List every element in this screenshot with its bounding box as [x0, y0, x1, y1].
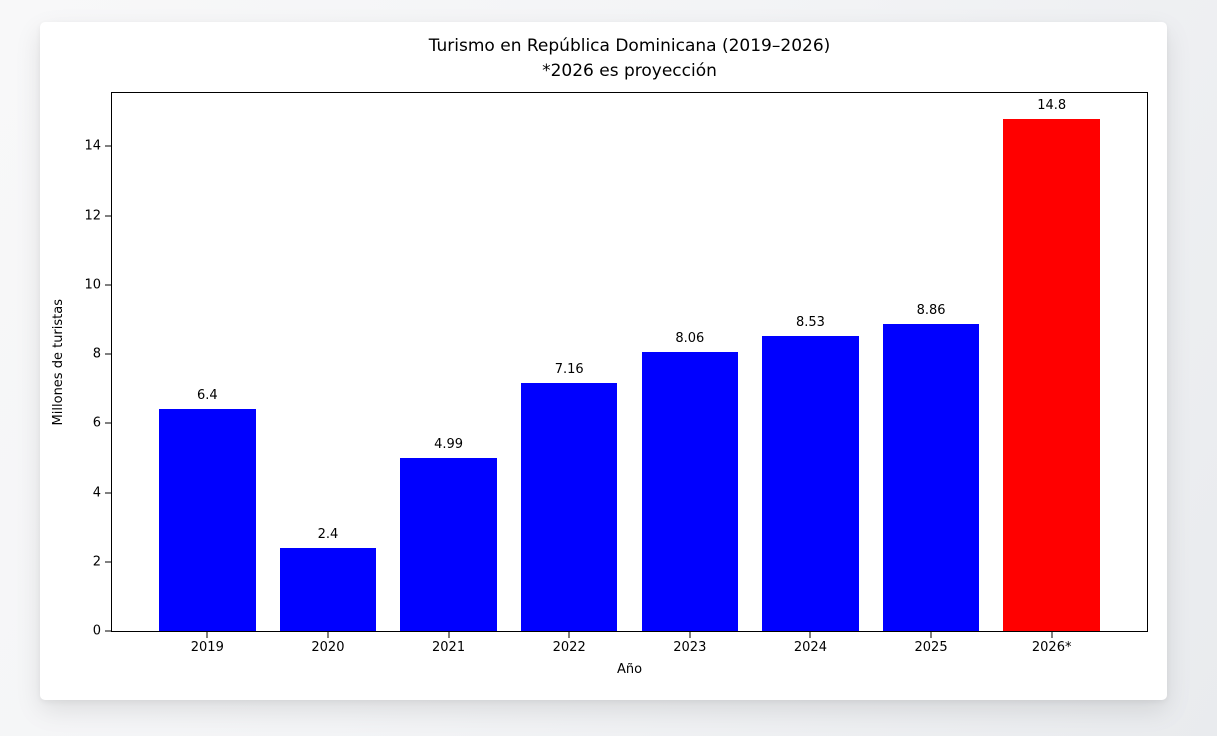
- bar-value-label: 8.06: [675, 330, 705, 346]
- y-tick-label: 6: [92, 415, 101, 431]
- y-tick-mark: [105, 215, 111, 217]
- bar-2025: [882, 324, 980, 631]
- x-tick-mark: [568, 632, 570, 638]
- bar-2020: [279, 547, 377, 631]
- bar-value-label: 8.53: [795, 314, 825, 330]
- x-tick-label: 2024: [793, 640, 827, 655]
- bar-value-label: 6.4: [196, 388, 218, 404]
- y-tick-mark: [105, 492, 111, 494]
- bar-2026*: [1003, 118, 1100, 631]
- y-axis-label-wrap: Millones de turistas: [48, 93, 68, 631]
- x-tick-mark: [689, 632, 691, 638]
- x-tick-label: 2023: [673, 640, 707, 655]
- y-tick-mark: [105, 422, 111, 424]
- bar-2024: [762, 335, 859, 631]
- bar-2022: [520, 383, 618, 631]
- y-tick-label: 0: [92, 623, 101, 639]
- x-tick-label: 2020: [311, 640, 345, 655]
- x-tick-mark: [206, 632, 208, 638]
- y-tick-label: 2: [92, 554, 101, 570]
- x-tick-label: 2019: [190, 640, 224, 655]
- y-tick-mark: [105, 353, 111, 355]
- y-tick-mark: [105, 284, 111, 286]
- x-tick-mark: [448, 632, 450, 638]
- x-tick-label: 2026*: [1031, 640, 1072, 655]
- bar-value-label: 2.4: [317, 526, 339, 542]
- x-tick-label: 2022: [552, 640, 586, 655]
- y-tick-label: 12: [84, 208, 101, 224]
- chart-subtitle: *2026 es proyección: [542, 61, 717, 81]
- bar-value-label: 14.8: [1037, 97, 1067, 113]
- y-tick-mark: [105, 630, 111, 632]
- y-tick-label: 14: [84, 138, 101, 154]
- figure-card: Turismo en República Dominicana (2019–20…: [40, 22, 1167, 700]
- chart-title: Turismo en República Dominicana (2019–20…: [428, 36, 831, 56]
- y-tick-label: 10: [84, 277, 101, 293]
- x-tick-label: 2021: [432, 640, 466, 655]
- y-tick-mark: [105, 561, 111, 563]
- bar-value-label: 8.86: [916, 303, 946, 319]
- y-axis-label: Millones de turistas: [50, 298, 66, 426]
- bar-value-label: 7.16: [554, 362, 584, 378]
- x-tick-mark: [1051, 632, 1053, 638]
- y-tick-label: 4: [92, 485, 101, 501]
- x-tick-mark: [809, 632, 811, 638]
- bar-value-label: 4.99: [434, 437, 464, 453]
- x-tick-label: 2025: [914, 640, 948, 655]
- bar-2023: [641, 351, 739, 631]
- y-tick-mark: [105, 145, 111, 147]
- chart-title-block: Turismo en República Dominicana (2019–20…: [111, 34, 1148, 84]
- plot-area: Millones de turistas Año 6.4 2019 2.4 2020 4…: [51, 92, 1148, 677]
- bar-2019: [159, 409, 256, 631]
- x-axis-label: Año: [616, 662, 643, 677]
- bar-2021: [400, 458, 497, 631]
- x-tick-mark: [930, 632, 932, 638]
- y-tick-label: 8: [92, 346, 101, 362]
- x-tick-mark: [327, 632, 329, 638]
